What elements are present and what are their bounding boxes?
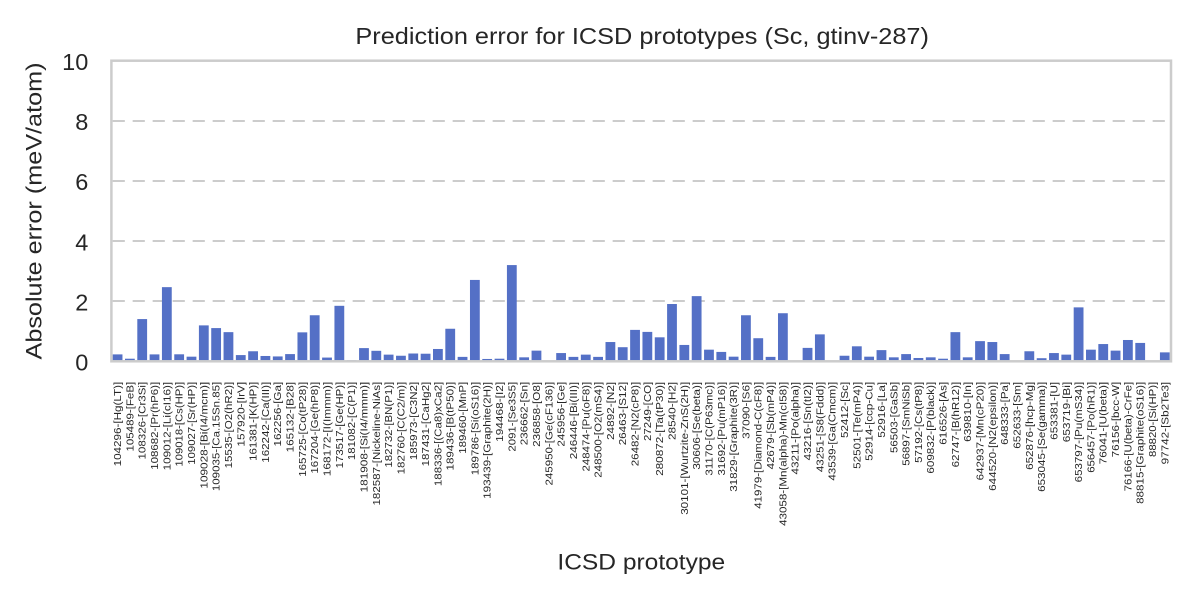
svg-text:157920-[IrV]: 157920-[IrV] bbox=[236, 382, 247, 447]
svg-text:653045-[Se(gamma)]: 653045-[Se(gamma)] bbox=[1037, 382, 1048, 492]
svg-text:31829-[Graphite(3R)]: 31829-[Graphite(3R)] bbox=[729, 382, 740, 492]
svg-text:188336-[(Ca8)xCa2]: 188336-[(Ca8)xCa2] bbox=[433, 382, 444, 486]
svg-text:ICSD prototype: ICSD prototype bbox=[557, 549, 725, 574]
svg-text:88820-[Si(HP)]: 88820-[Si(HP)] bbox=[1148, 382, 1159, 457]
svg-text:109012-[Li(cI16)]: 109012-[Li(cI16)] bbox=[162, 382, 173, 471]
svg-text:24892-[N2]: 24892-[N2] bbox=[606, 382, 617, 440]
svg-text:2091-[Se3S5]: 2091-[Se3S5] bbox=[507, 382, 518, 452]
svg-text:165725-[Co(tP28)]: 165725-[Co(tP28)] bbox=[298, 382, 309, 477]
svg-text:26463-[S12]: 26463-[S12] bbox=[618, 382, 629, 446]
svg-text:648333-[Pa]: 648333-[Pa] bbox=[1000, 382, 1011, 445]
svg-text:6: 6 bbox=[75, 169, 88, 195]
svg-text:245950-[Ge(cF136)]: 245950-[Ge(cF136)] bbox=[544, 382, 555, 486]
svg-text:30606-[Se(beta)]: 30606-[Se(beta)] bbox=[692, 382, 703, 470]
svg-text:187431-[CaHg2]: 187431-[CaHg2] bbox=[421, 382, 432, 467]
svg-text:182760-[C(C2/m)]: 182760-[C(C2/m)] bbox=[396, 382, 407, 475]
svg-text:Absolute error (meV/atom): Absolute error (meV/atom) bbox=[22, 63, 47, 360]
svg-text:189460-[MnP]: 189460-[MnP] bbox=[458, 382, 469, 454]
svg-text:31170-[C(P63mc)]: 31170-[C(P63mc)] bbox=[704, 382, 715, 476]
svg-text:162256-[Ga]: 162256-[Ga] bbox=[273, 382, 284, 447]
svg-text:76041-[U(beta)]: 76041-[U(beta)] bbox=[1099, 382, 1110, 465]
svg-text:108682-[Pr(hP6)]: 108682-[Pr(hP6)] bbox=[150, 382, 161, 470]
svg-text:43211-[Po(alpha)]: 43211-[Po(alpha)] bbox=[791, 382, 802, 475]
svg-text:105489-[FeB]: 105489-[FeB] bbox=[125, 382, 136, 452]
svg-text:181908-[Si(I4/mmm)]: 181908-[Si(I4/mmm)] bbox=[359, 382, 370, 493]
svg-text:76166-[U(beta)-CrFe]: 76166-[U(beta)-CrFe] bbox=[1123, 382, 1134, 492]
svg-text:97742-[Sb2Te3]: 97742-[Sb2Te3] bbox=[1160, 382, 1171, 465]
svg-text:42679-[Sb(mP4)]: 42679-[Sb(mP4)] bbox=[766, 382, 777, 470]
svg-text:168172-[I(Immm)]: 168172-[I(Immm)] bbox=[323, 382, 334, 477]
svg-text:245956-[Ge]: 245956-[Ge] bbox=[557, 382, 568, 447]
svg-text:26482-[N2(cP8)]: 26482-[N2(cP8)] bbox=[631, 382, 642, 467]
svg-text:193439-[Graphite(2H)]: 193439-[Graphite(2H)] bbox=[483, 382, 494, 499]
svg-text:653797-[Pu(mS34)]: 653797-[Pu(mS34)] bbox=[1074, 382, 1085, 483]
svg-text:182587-[Nickeline-NiAs]: 182587-[Nickeline-NiAs] bbox=[372, 382, 383, 506]
svg-text:15535-[O2(hR2)]: 15535-[O2(hR2)] bbox=[224, 382, 235, 469]
svg-text:165132-[B28]: 165132-[B28] bbox=[286, 382, 297, 453]
svg-text:Prediction error for ICSD prot: Prediction error for ICSD prototypes (Sc… bbox=[355, 23, 929, 49]
svg-text:189786-[Si(oS16)]: 189786-[Si(oS16)] bbox=[470, 382, 481, 476]
svg-text:52501-[Te(mP4)]: 52501-[Te(mP4)] bbox=[852, 382, 863, 469]
svg-text:642937-[Mn(cP20)]: 642937-[Mn(cP20)] bbox=[976, 382, 987, 481]
svg-text:52412-[Sc]: 52412-[Sc] bbox=[840, 382, 851, 438]
svg-text:109028-[Bi(I4/mcm)]: 109028-[Bi(I4/mcm)] bbox=[199, 382, 210, 489]
svg-text:616526-[As]: 616526-[As] bbox=[939, 382, 950, 445]
svg-text:43058-[Mn(alpha)-Mn(cI58)]: 43058-[Mn(alpha)-Mn(cI58)] bbox=[778, 382, 789, 526]
svg-text:109035-[Ca.15Sn.85]: 109035-[Ca.15Sn.85] bbox=[212, 382, 223, 491]
svg-text:181082-[C(P1)]: 181082-[C(P1)] bbox=[347, 382, 358, 460]
svg-text:189436-[B(tP50)]: 189436-[B(tP50)] bbox=[446, 382, 457, 471]
svg-text:52916-[La]: 52916-[La] bbox=[877, 382, 888, 438]
svg-text:10: 10 bbox=[62, 49, 88, 75]
svg-text:8: 8 bbox=[75, 109, 88, 135]
svg-text:62747-[B(hR12)]: 62747-[B(hR12)] bbox=[951, 382, 962, 468]
svg-text:28540-[H2]: 28540-[H2] bbox=[668, 382, 679, 440]
svg-text:652876-[hcp-Mg]: 652876-[hcp-Mg] bbox=[1025, 382, 1036, 470]
svg-text:109018-[Cs(HP)]: 109018-[Cs(HP)] bbox=[175, 382, 186, 467]
svg-text:104296-[Hg(LT)]: 104296-[Hg(LT)] bbox=[113, 382, 124, 467]
svg-text:52914-[ccp-Cu]: 52914-[ccp-Cu] bbox=[865, 382, 876, 461]
svg-text:639810-[In]: 639810-[In] bbox=[963, 382, 974, 442]
svg-text:2: 2 bbox=[75, 289, 88, 315]
svg-text:194468-[I2]: 194468-[I2] bbox=[495, 382, 506, 442]
svg-text:57192-[Cs(tP8)]: 57192-[Cs(tP8)] bbox=[914, 382, 925, 463]
svg-text:182732-[BN(P1)]: 182732-[BN(P1)] bbox=[384, 382, 395, 468]
svg-text:167204-[Ge(hP8)]: 167204-[Ge(hP8)] bbox=[310, 382, 321, 474]
svg-text:109027-[Sr(HP)]: 109027-[Sr(HP)] bbox=[187, 382, 198, 465]
svg-text:652633-[Sm]: 652633-[Sm] bbox=[1012, 382, 1023, 449]
svg-text:653381-[U]: 653381-[U] bbox=[1049, 382, 1060, 440]
svg-text:609832-[P(black)]: 609832-[P(black)] bbox=[926, 382, 937, 474]
svg-text:27249-[CO]: 27249-[CO] bbox=[643, 382, 654, 441]
svg-text:43216-[Sn(tI2)]: 43216-[Sn(tI2)] bbox=[803, 382, 814, 461]
svg-text:56503-[GaSb]: 56503-[GaSb] bbox=[889, 382, 900, 453]
svg-text:246446-[Bi(III)]: 246446-[Bi(III)] bbox=[569, 382, 580, 460]
svg-text:653719-[Bi]: 653719-[Bi] bbox=[1062, 382, 1073, 443]
svg-text:31692-[Pu(mP16)]: 31692-[Pu(mP16)] bbox=[717, 382, 728, 476]
svg-text:0: 0 bbox=[75, 350, 88, 376]
svg-text:4: 4 bbox=[75, 229, 88, 255]
svg-text:185973-[C3N2]: 185973-[C3N2] bbox=[409, 382, 420, 460]
svg-text:88815-[Graphite(oS16)]: 88815-[Graphite(oS16)] bbox=[1136, 382, 1147, 504]
svg-text:173517-[Ge(HP)]: 173517-[Ge(HP)] bbox=[335, 382, 346, 469]
svg-text:30101-[Wurtzite-ZnS(2H)]: 30101-[Wurtzite-ZnS(2H)] bbox=[680, 382, 691, 515]
svg-text:41979-[Diamond-C(cF8)]: 41979-[Diamond-C(cF8)] bbox=[754, 382, 765, 509]
svg-text:161381-[K(HP)]: 161381-[K(HP)] bbox=[249, 382, 260, 461]
svg-text:248474-[Pu(oF8)]: 248474-[Pu(oF8)] bbox=[581, 382, 592, 472]
svg-text:76156-[bcc-W]: 76156-[bcc-W] bbox=[1111, 382, 1122, 458]
svg-text:236858-[O8]: 236858-[O8] bbox=[532, 382, 543, 447]
svg-text:37090-[S6]: 37090-[S6] bbox=[741, 382, 752, 439]
svg-text:280872-[Ta(tP30)]: 280872-[Ta(tP30)] bbox=[655, 382, 666, 476]
svg-text:43539-[Ga(Cmcm)]: 43539-[Ga(Cmcm)] bbox=[828, 382, 839, 481]
svg-text:43251-[S8(Fddd)]: 43251-[S8(Fddd)] bbox=[815, 382, 826, 472]
svg-text:644520-[N2(epsilon)]: 644520-[N2(epsilon)] bbox=[988, 382, 999, 491]
svg-text:108326-[Cr3Si]: 108326-[Cr3Si] bbox=[138, 382, 149, 460]
svg-text:656457-[Po(hR1)]: 656457-[Po(hR1)] bbox=[1086, 382, 1097, 473]
svg-text:162242-[Ca(III)]: 162242-[Ca(III)] bbox=[261, 382, 272, 463]
svg-text:56897-[SmNiSb]: 56897-[SmNiSb] bbox=[902, 382, 913, 466]
svg-text:248500-[O2(mS4)]: 248500-[O2(mS4)] bbox=[594, 382, 605, 478]
svg-text:236662-[Sn]: 236662-[Sn] bbox=[520, 382, 531, 446]
